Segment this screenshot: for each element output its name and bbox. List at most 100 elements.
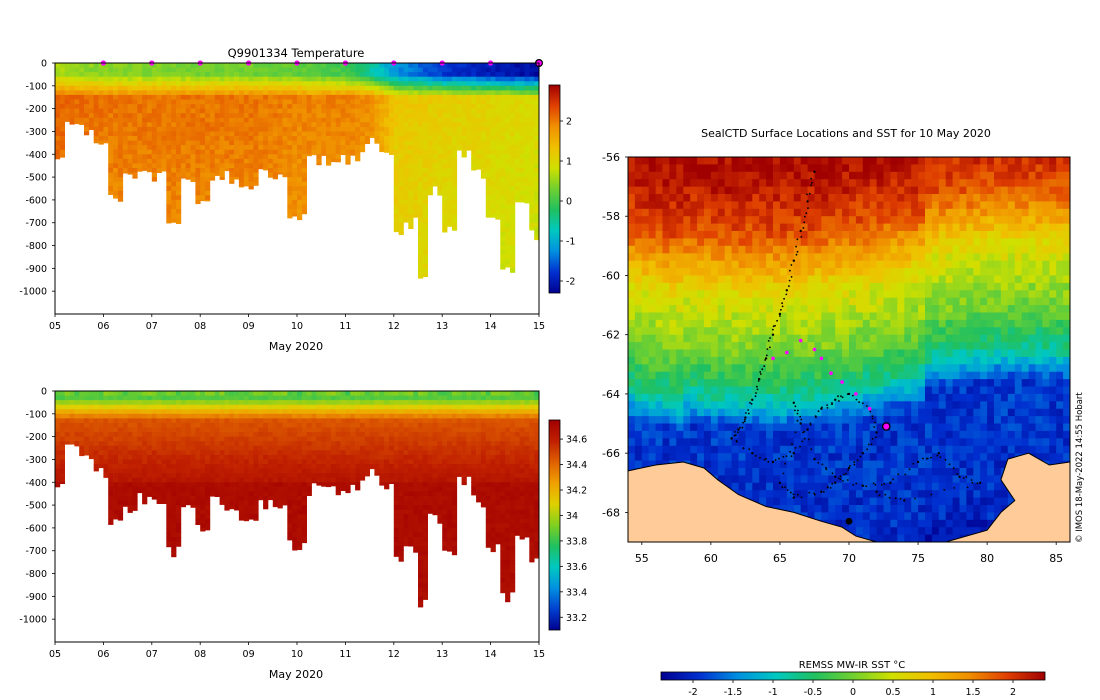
temperature-cell bbox=[495, 190, 501, 196]
temperature-cell bbox=[248, 126, 254, 132]
salinity-cell bbox=[263, 391, 269, 396]
salinity-cell bbox=[122, 454, 128, 460]
salinity-cell bbox=[408, 532, 414, 538]
salinity-cell bbox=[132, 482, 138, 488]
salinity-cell bbox=[185, 473, 191, 479]
salinity-cell bbox=[461, 436, 467, 442]
temperature-cell bbox=[224, 72, 230, 78]
salinity-cell bbox=[359, 464, 366, 469]
salinity-cell bbox=[345, 404, 351, 410]
salinity-cell bbox=[84, 418, 90, 424]
salinity-cell bbox=[422, 518, 428, 524]
temperature-cell bbox=[117, 168, 124, 173]
temperature-cell bbox=[442, 158, 448, 164]
temperature-cell bbox=[195, 126, 201, 132]
salinity-cell bbox=[103, 473, 109, 478]
salinity-cell bbox=[418, 432, 424, 438]
temperature-cell bbox=[306, 81, 312, 87]
temperature-cell bbox=[451, 94, 458, 100]
temperature-cell bbox=[330, 108, 337, 114]
salinity-cell bbox=[180, 432, 186, 438]
salinity-cell bbox=[229, 400, 235, 406]
temperature-cell bbox=[384, 140, 390, 146]
salinity-cell bbox=[398, 468, 404, 474]
salinity-cell bbox=[59, 422, 65, 428]
salinity-cell bbox=[156, 441, 162, 447]
temperature-cell bbox=[447, 209, 453, 214]
temperature-cell bbox=[151, 67, 157, 73]
salinity-cell bbox=[326, 441, 332, 447]
temperature-cell bbox=[500, 154, 506, 160]
salinity-cell bbox=[171, 550, 177, 556]
temperature-cell bbox=[258, 113, 264, 119]
temperature-cell bbox=[379, 136, 385, 141]
temperature-cell bbox=[510, 218, 516, 224]
salinity-cell bbox=[268, 450, 274, 456]
salinity-cell bbox=[321, 404, 327, 410]
temperature-cell bbox=[301, 99, 307, 105]
temperature-cell bbox=[287, 72, 293, 78]
salinity-cell bbox=[127, 509, 133, 513]
salinity-cell bbox=[108, 404, 114, 410]
temperature-cell bbox=[510, 172, 516, 178]
temperature-cell bbox=[398, 149, 404, 155]
salinity-cell bbox=[127, 450, 133, 456]
salinity-cell bbox=[253, 409, 259, 415]
temperature-cell bbox=[485, 67, 491, 73]
temperature-cell bbox=[432, 72, 438, 78]
salinity-cell bbox=[432, 395, 438, 401]
temperature-cell bbox=[519, 108, 525, 114]
salinity-cell bbox=[330, 413, 337, 419]
temperature-cell bbox=[398, 113, 404, 119]
temperature-cell bbox=[510, 81, 516, 87]
temperature-cell bbox=[214, 94, 220, 100]
salinity-cell bbox=[84, 400, 90, 406]
salinity-cell bbox=[456, 441, 462, 447]
salinity-cell bbox=[379, 468, 385, 474]
temperature-cell bbox=[461, 104, 467, 110]
salinity-cell bbox=[340, 422, 346, 428]
temperature-cell bbox=[166, 113, 172, 119]
temperature-cell bbox=[137, 117, 143, 123]
temperature-cell bbox=[200, 136, 206, 141]
temperature-cell bbox=[113, 154, 119, 160]
temperature-cell bbox=[282, 72, 288, 78]
salinity-cell bbox=[393, 459, 399, 465]
temperature-cell bbox=[219, 72, 225, 78]
salinity-cell bbox=[393, 413, 399, 419]
temperature-cell bbox=[447, 204, 453, 210]
salinity-cell bbox=[422, 500, 428, 506]
salinity-cell bbox=[113, 413, 119, 419]
salinity-cell bbox=[364, 436, 370, 442]
temperature-cell bbox=[219, 136, 225, 141]
temperature-cell bbox=[219, 163, 225, 169]
salinity-cell bbox=[214, 404, 220, 410]
temperature-cell bbox=[297, 154, 303, 160]
salinity-cell bbox=[398, 514, 404, 520]
temperature-cell bbox=[190, 85, 196, 91]
salinity-cell bbox=[389, 418, 395, 424]
temperature-cell bbox=[84, 113, 90, 119]
salinity-cell bbox=[185, 413, 191, 419]
salinity-cell bbox=[359, 400, 366, 406]
salinity-cell bbox=[219, 482, 225, 488]
salinity-cell bbox=[88, 432, 95, 438]
temperature-cell bbox=[355, 108, 361, 114]
salinity-cell bbox=[200, 441, 206, 447]
salinity-cell bbox=[398, 559, 404, 562]
salinity-cell bbox=[301, 514, 307, 520]
temperature-cell bbox=[389, 154, 395, 155]
salinity-cell bbox=[156, 468, 162, 474]
temperature-cell bbox=[132, 154, 138, 160]
temperature-cell bbox=[69, 113, 75, 119]
temperature-cell bbox=[403, 145, 409, 151]
temperature-cell bbox=[403, 67, 409, 73]
temperature-cell bbox=[113, 177, 119, 183]
salinity-cell bbox=[301, 450, 307, 456]
temperature-cell bbox=[393, 181, 399, 187]
temperature-cell bbox=[137, 90, 143, 96]
temperature-cell bbox=[214, 131, 220, 137]
salinity-cell bbox=[190, 482, 196, 488]
salinity-cell bbox=[301, 486, 307, 492]
salinity-cell bbox=[108, 391, 114, 396]
